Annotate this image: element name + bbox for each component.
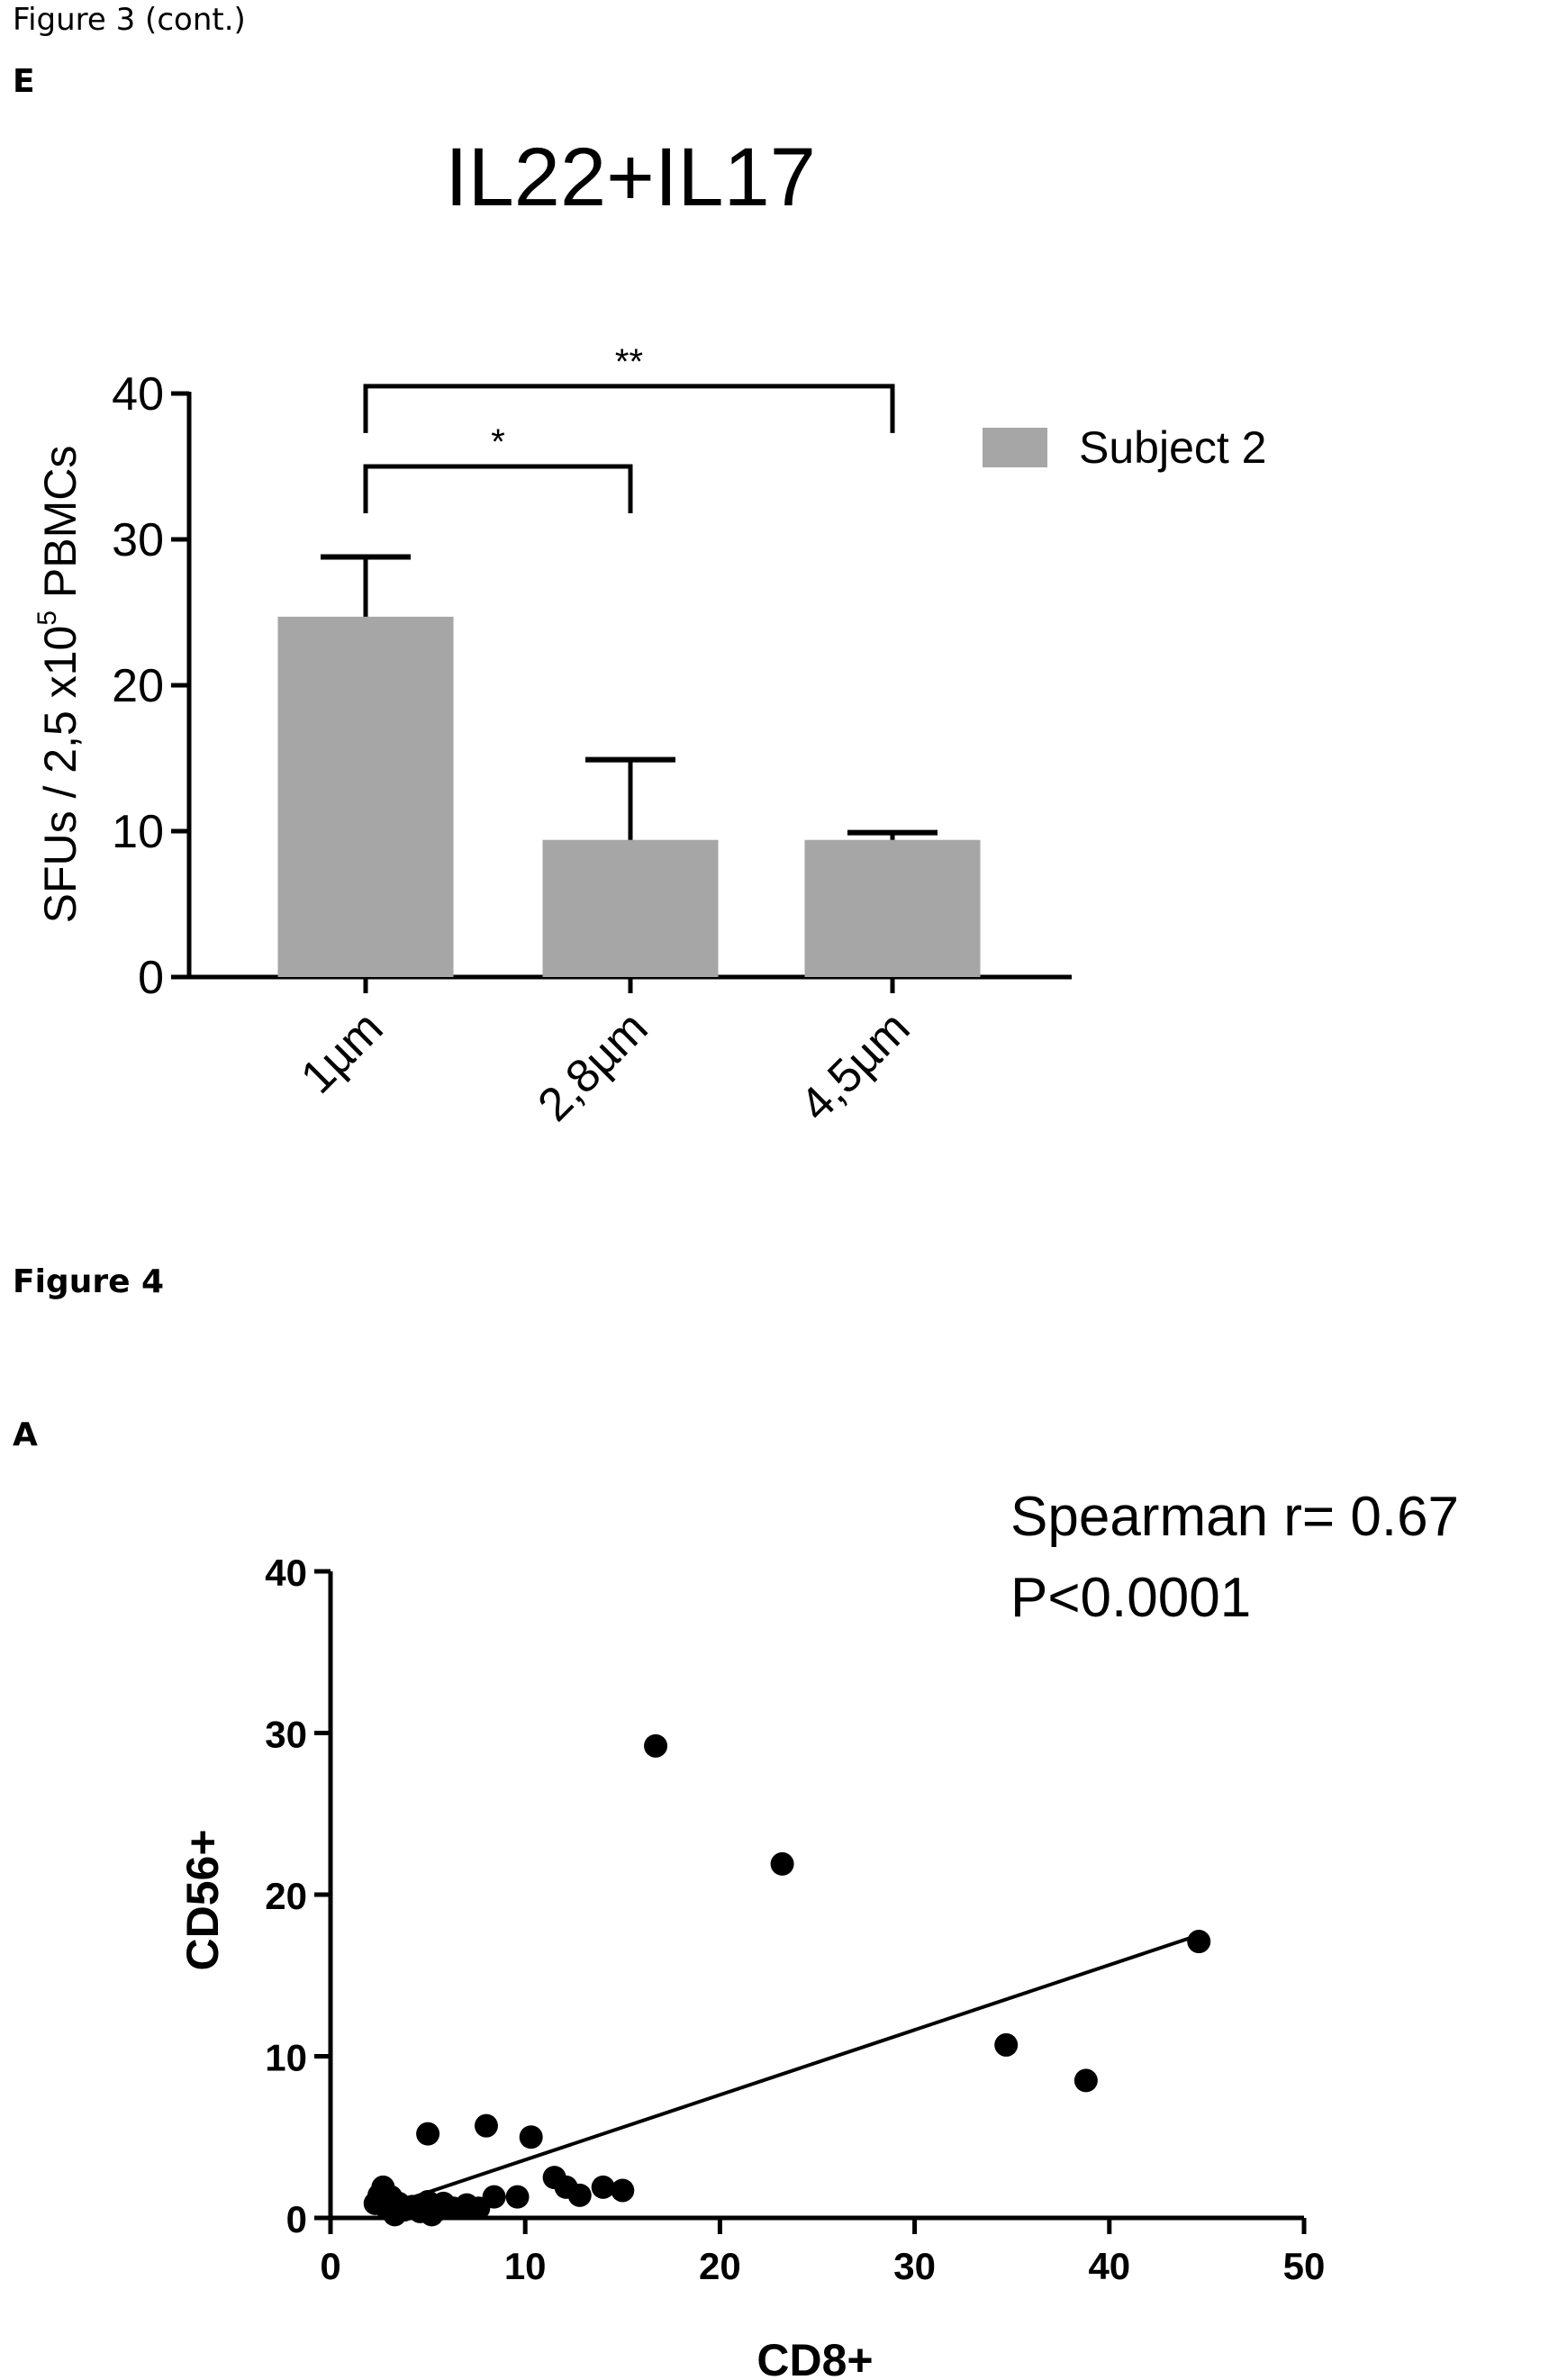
scatter-point xyxy=(567,2183,592,2207)
scatter-point xyxy=(644,1733,668,1758)
scatter-point xyxy=(416,2122,440,2146)
scatter-x-tick-label: 10 xyxy=(504,2245,547,2287)
bar-y-axis-label-tail: PBMCs xyxy=(35,446,86,611)
bar-legend-label: Subject 2 xyxy=(1079,422,1266,473)
scatter-x-axis-label: CD8+ xyxy=(756,2335,873,2380)
bar xyxy=(542,839,719,977)
scatter-point xyxy=(474,2113,498,2138)
scatter-y-tick-label: 10 xyxy=(265,2037,307,2079)
scatter-y-tick-label: 30 xyxy=(265,1714,307,1756)
scatter-point xyxy=(1073,2068,1098,2093)
scatter-x-tick-label: 40 xyxy=(1088,2245,1130,2287)
figure3-caption: Figure 3 (cont.) xyxy=(13,2,246,38)
figure4-caption: Figure 4 xyxy=(13,1263,165,1300)
scatter-point xyxy=(591,2175,615,2199)
bar-y-tick-label: 10 xyxy=(112,806,164,858)
trend-line xyxy=(375,1932,1200,2212)
scatter-point xyxy=(611,2178,635,2203)
scatter-point xyxy=(519,2125,543,2149)
bar-y-axis-label-exponent: 5 xyxy=(32,611,62,626)
bar-chart-title: IL22+IL17 xyxy=(445,131,816,223)
significance-bracket xyxy=(363,384,895,433)
scatter-y-tick-label: 20 xyxy=(265,1875,307,1917)
bar-y-axis-label-main: SFUs / 2,5 x10 xyxy=(35,626,86,924)
scatter-point xyxy=(1187,1930,1211,1954)
scatter-point xyxy=(994,2032,1019,2057)
bar xyxy=(277,616,454,977)
scatter-y-axis-label: CD56+ xyxy=(177,1829,228,1970)
scatter-annotation-line2: P<0.0001 xyxy=(1010,1567,1251,1629)
bar-y-axis-label: SFUs / 2,5 x105 PBMCs xyxy=(32,446,86,924)
bar-legend-swatch xyxy=(983,428,1047,467)
scatter-x-tick-label: 50 xyxy=(1283,2245,1326,2287)
significance-label: * xyxy=(491,422,505,462)
bar-chart: IL22+IL17 SFUs / 2,5 x105 PBMCs 0 10 20 30 4… xyxy=(32,131,1266,1131)
panel-e-label: E xyxy=(13,63,35,100)
panel-a-label: A xyxy=(13,1416,38,1453)
scatter-point xyxy=(505,2185,530,2209)
bar-legend: Subject 2 xyxy=(983,422,1266,473)
scatter-annotation-line1: Spearman r= 0.67 xyxy=(1010,1486,1459,1548)
bar-y-tick-label: 40 xyxy=(112,368,164,421)
scatter-y-tick-label: 0 xyxy=(286,2198,307,2240)
bar xyxy=(804,839,981,977)
bar-y-tick-label: 30 xyxy=(112,514,164,566)
significance-label: ** xyxy=(615,342,643,382)
significance-bracket xyxy=(363,464,633,513)
bar-y-tick-label: 20 xyxy=(112,660,164,712)
scatter-y-tick-label: 40 xyxy=(265,1552,307,1594)
svg-text:SFUs / 2,5 x105 PBMCs: SFUs / 2,5 x105 PBMCs xyxy=(32,446,86,924)
scatter-point xyxy=(482,2185,506,2209)
scatter-x-tick-label: 30 xyxy=(893,2245,936,2287)
scatter-point xyxy=(770,1851,794,1876)
bar-y-tick-label: 0 xyxy=(138,952,164,1004)
scatter-x-tick-label: 0 xyxy=(320,2245,340,2287)
scatter-x-tick-label: 20 xyxy=(699,2245,741,2287)
